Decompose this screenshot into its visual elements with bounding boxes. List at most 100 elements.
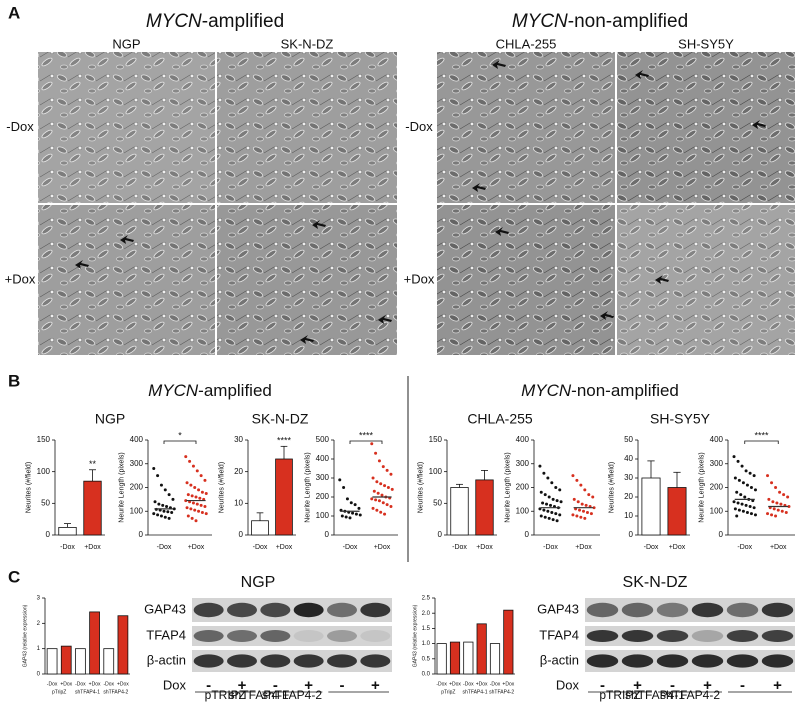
dot: [197, 488, 201, 492]
dot: [767, 497, 771, 501]
arrow: [472, 183, 486, 192]
cell-line-label: NGP: [95, 411, 125, 427]
y-tick-label: 40: [624, 454, 633, 463]
dot: [740, 502, 744, 506]
dox-sign: -: [273, 677, 278, 694]
blot-band: [227, 654, 257, 668]
y-tick-label: 10: [624, 511, 633, 520]
dot: [374, 498, 378, 502]
dot: [190, 494, 194, 498]
y-tick-label: 150: [37, 435, 51, 444]
panel-label: A: [8, 3, 20, 22]
dot: [377, 459, 381, 463]
blot-band: [761, 654, 794, 668]
y-axis-title: GAP43 (relative expression): [23, 604, 29, 667]
bar: [475, 479, 494, 536]
blot-row-label: TFAP4: [539, 627, 579, 642]
dot: [749, 486, 753, 489]
dox-sign: -: [340, 677, 345, 694]
dot: [739, 493, 743, 497]
blot-band: [227, 602, 257, 618]
x-tick-label: +Dox: [669, 544, 686, 551]
dot: [204, 512, 208, 516]
dot: [349, 501, 353, 505]
y-tick-label: 150: [429, 435, 443, 444]
dot: [740, 464, 744, 468]
dot: [543, 515, 547, 519]
blot-band: [726, 654, 759, 668]
y-tick-label: 300: [516, 459, 530, 468]
y-tick-label: 100: [710, 506, 724, 515]
y-axis-title: GAP43 (relative expression): [413, 604, 419, 667]
dot: [753, 488, 757, 492]
dox-sign: +: [703, 677, 712, 694]
dot: [733, 476, 737, 480]
y-tick-label: 100: [37, 467, 51, 476]
dot: [191, 464, 195, 468]
cell-line-label: SK-N-DZ: [252, 411, 309, 427]
dot: [194, 519, 198, 523]
dot: [167, 516, 171, 520]
group-label: shTFAP4-2: [489, 689, 514, 695]
blot-band: [621, 630, 654, 642]
blot-group-label: shTFAP4-2: [660, 688, 720, 702]
x-tick-label: +Dox: [476, 681, 488, 687]
dot: [766, 474, 770, 478]
bar: [450, 487, 469, 536]
dot: [736, 459, 740, 463]
micrograph: [437, 205, 615, 355]
x-tick-label: -Dox: [490, 681, 501, 687]
dot: [370, 497, 374, 501]
panel-label: B: [8, 371, 20, 390]
heading-italic: MYCN: [521, 381, 572, 400]
dot: [199, 474, 203, 478]
group-label: shTFAP4-1: [462, 689, 487, 695]
y-tick-label: 200: [516, 483, 530, 492]
cell-line-label: SK-N-DZ: [281, 36, 334, 51]
dot: [161, 503, 165, 507]
dot: [348, 516, 352, 520]
dot: [170, 510, 174, 514]
y-tick-label: 0.0: [422, 672, 431, 678]
dot: [159, 514, 163, 518]
dot: [162, 509, 166, 513]
y-tick-label: 0: [139, 530, 144, 539]
y-tick-label: 20: [624, 492, 633, 501]
x-tick-label: +Dox: [276, 544, 293, 551]
blot-band: [656, 654, 689, 668]
y-tick-label: 400: [130, 435, 144, 444]
dot: [375, 480, 379, 484]
dot: [157, 502, 161, 506]
dot: [385, 503, 389, 507]
y-tick-label: 3: [37, 596, 41, 602]
dot: [191, 501, 195, 505]
heading-rest: -non-amplified: [571, 381, 679, 400]
row-label: +Dox: [5, 271, 36, 286]
x-tick-label: -Dox: [253, 544, 268, 551]
y-tick-label: 0: [325, 530, 330, 539]
dot: [575, 478, 579, 482]
dot: [766, 512, 770, 516]
blot-group-label: shTFAP4-1: [625, 688, 685, 702]
dot: [381, 501, 385, 505]
bar: [60, 645, 72, 675]
blot-band: [260, 630, 291, 642]
y-tick-label: 50: [624, 435, 633, 444]
y-tick-label: 400: [516, 435, 530, 444]
dot: [741, 509, 745, 513]
micrograph: [38, 205, 215, 355]
blot-row-label: β-actin: [540, 652, 579, 667]
dot: [200, 510, 204, 514]
blot-row-label: GAP43: [144, 601, 186, 616]
bar: [476, 623, 487, 675]
dot: [345, 497, 349, 501]
dot: [340, 514, 344, 518]
y-tick-label: 100: [130, 506, 144, 515]
blot-band: [260, 602, 291, 618]
dot: [779, 502, 783, 506]
dot: [545, 502, 549, 506]
dot: [159, 483, 163, 487]
y-tick-label: 400: [316, 454, 330, 463]
dot: [744, 503, 748, 507]
dot: [732, 500, 736, 504]
